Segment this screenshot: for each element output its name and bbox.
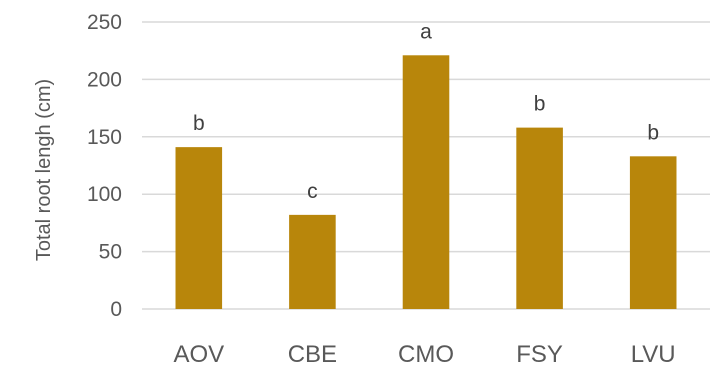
significance-label: b [647,121,659,144]
bar-cbe [289,214,336,309]
y-axis-title: Total root lengh (cm) [33,79,55,261]
significance-label: b [534,93,546,116]
y-axis-ticks: 0 50 100 150 200 250 [87,11,122,321]
y-tick-label: 250 [87,11,122,34]
x-category-label: CMO [398,341,454,367]
y-tick-label: 100 [87,183,122,206]
y-tick-label: 0 [110,298,122,321]
x-axis-categories: AOV CBE CMO FSY LVU [173,341,675,367]
y-tick-label: 150 [87,126,122,149]
bar-aov [175,147,223,309]
data-labels: b c a b b [193,20,659,203]
x-category-label: CBE [288,341,337,367]
significance-label: b [193,112,205,135]
bar-cmo [402,55,450,310]
x-category-label: FSY [516,341,563,367]
x-category-label: AOV [173,341,224,367]
bar-lvu [629,156,677,309]
y-tick-label: 200 [87,68,122,91]
significance-label: c [307,180,318,203]
y-tick-label: 50 [99,241,122,264]
bar-fsy [516,127,563,309]
significance-label: a [420,20,432,43]
bars [175,55,677,310]
x-category-label: LVU [631,341,676,367]
